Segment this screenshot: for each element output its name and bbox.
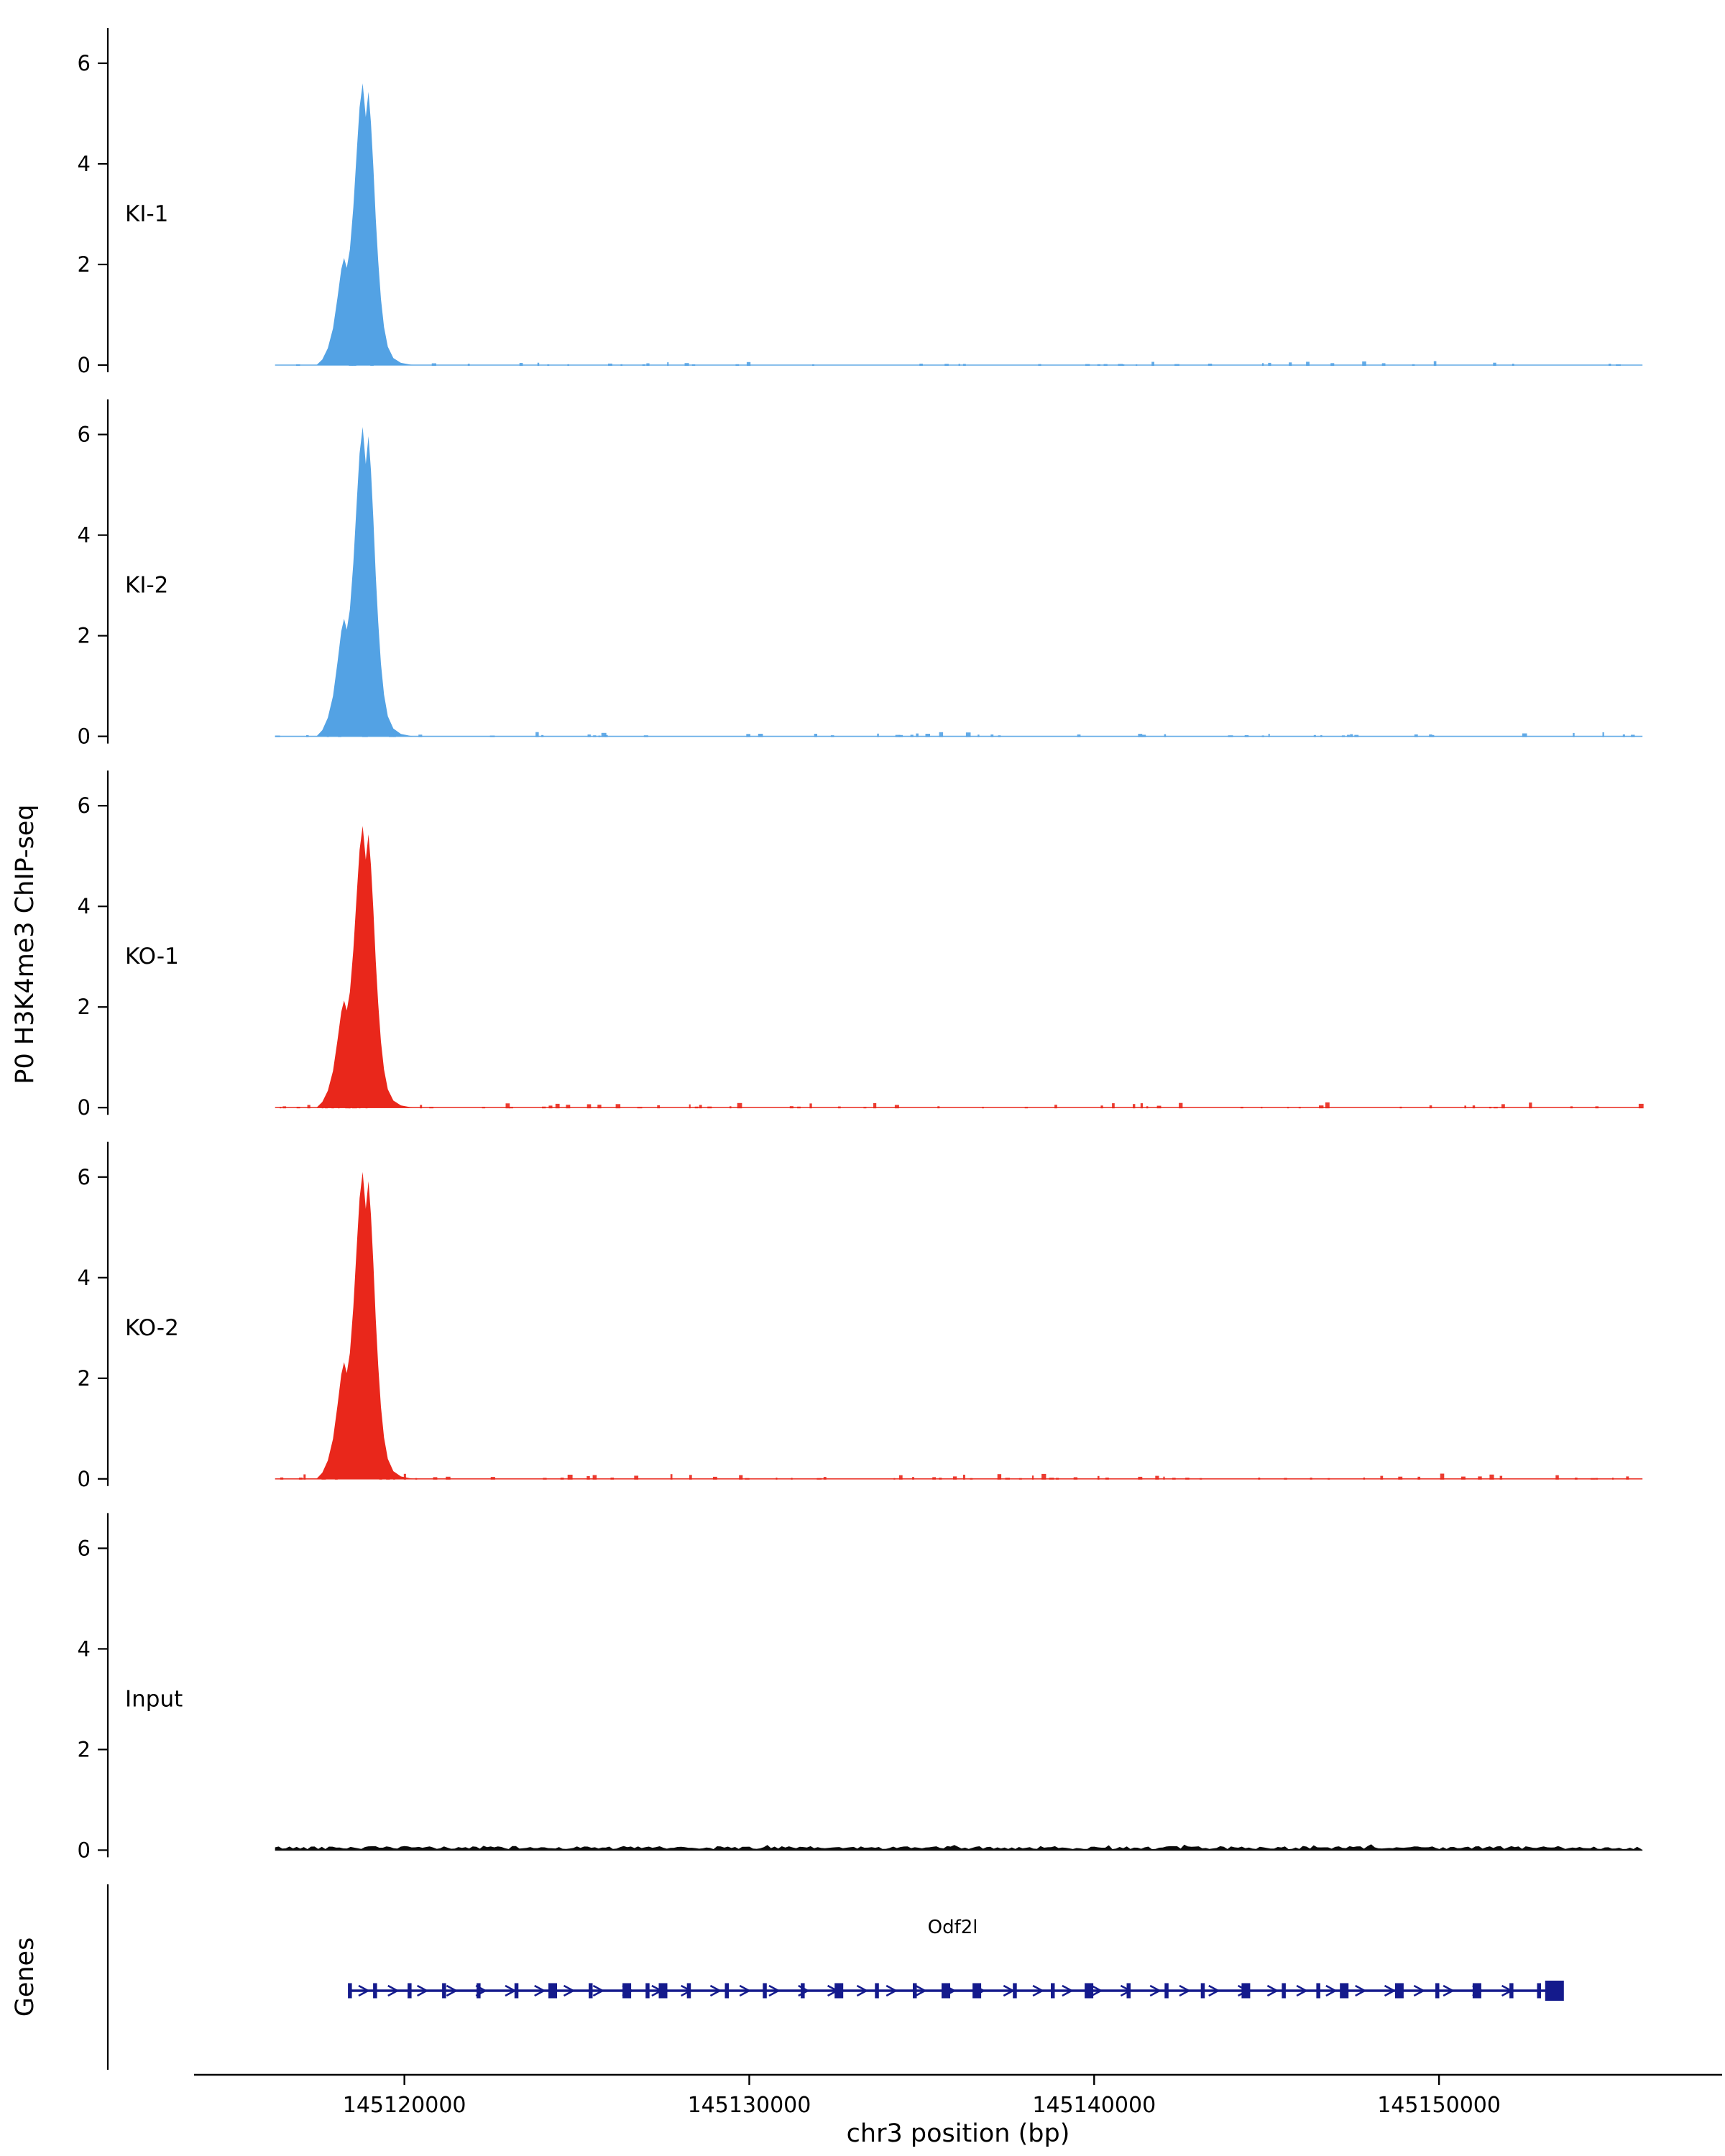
track-ki-1: 6 4 2 0 KI-1 [78,28,1643,377]
peak-area [316,427,413,737]
y-tick-label: 0 [78,1095,91,1120]
y-tick-label: 6 [78,423,91,447]
x-axis: 145120000 145130000 145140000 145150000 chr3… [194,2073,1722,2148]
noise-layer [295,361,1621,366]
x-tick-label: 145140000 [1032,2093,1156,2118]
y-tick-label: 2 [78,624,91,648]
track-label: KO-1 [125,944,179,969]
track-ki-2: 6 4 2 0 KI-2 [78,399,1643,749]
noise-layer [280,1473,1629,1480]
y-tick-label: 2 [78,1366,91,1391]
y-tick-label: 4 [78,1636,91,1661]
gene-end-exon [1545,1981,1564,2001]
x-tick-label: 145150000 [1377,2093,1501,2118]
peak-area [316,83,413,365]
y-tick-label: 4 [78,152,91,176]
y-tick-label: 6 [78,1536,91,1560]
x-axis-title: chr3 position (bp) [847,2119,1070,2148]
track-ko-1: 6 4 2 0 KO-1 [78,770,1644,1120]
peak-area [316,826,413,1108]
y-tick-label: 4 [78,523,91,548]
input-signal-area [275,1844,1643,1851]
y-tick-label: 0 [78,1467,91,1491]
gene-name-label: Odf2l [928,1917,978,1938]
y-tick-label: 0 [78,724,91,749]
y-axis-title: P0 H3K4me3 ChIP-seq [11,804,40,1084]
genes-panel-title: Genes [11,1938,40,2017]
x-tick-label: 145130000 [688,2093,811,2118]
track-label: Input [125,1686,183,1712]
y-tick-label: 2 [78,252,91,277]
y-tick-label: 0 [78,353,91,377]
track-label: KI-1 [125,201,168,227]
y-tick-label: 2 [78,1737,91,1761]
y-tick-label: 4 [78,894,91,918]
track-input: 6 4 2 0 Input [78,1513,1643,1862]
peak-area [316,1171,413,1479]
track-ko-2: 6 4 2 0 KO-2 [78,1141,1643,1491]
y-tick-label: 6 [78,51,91,75]
track-label: KI-2 [125,573,168,599]
y-tick-label: 6 [78,1165,91,1189]
gene-exons [348,1983,1541,1999]
genes-panel: Odf2l [106,1884,1564,2070]
y-tick-label: 6 [78,793,91,818]
y-tick-label: 0 [78,1838,91,1862]
x-tick-label: 145120000 [343,2093,466,2118]
y-tick-label: 4 [78,1266,91,1290]
y-tick-label: 2 [78,995,91,1019]
track-label: KO-2 [125,1315,179,1341]
